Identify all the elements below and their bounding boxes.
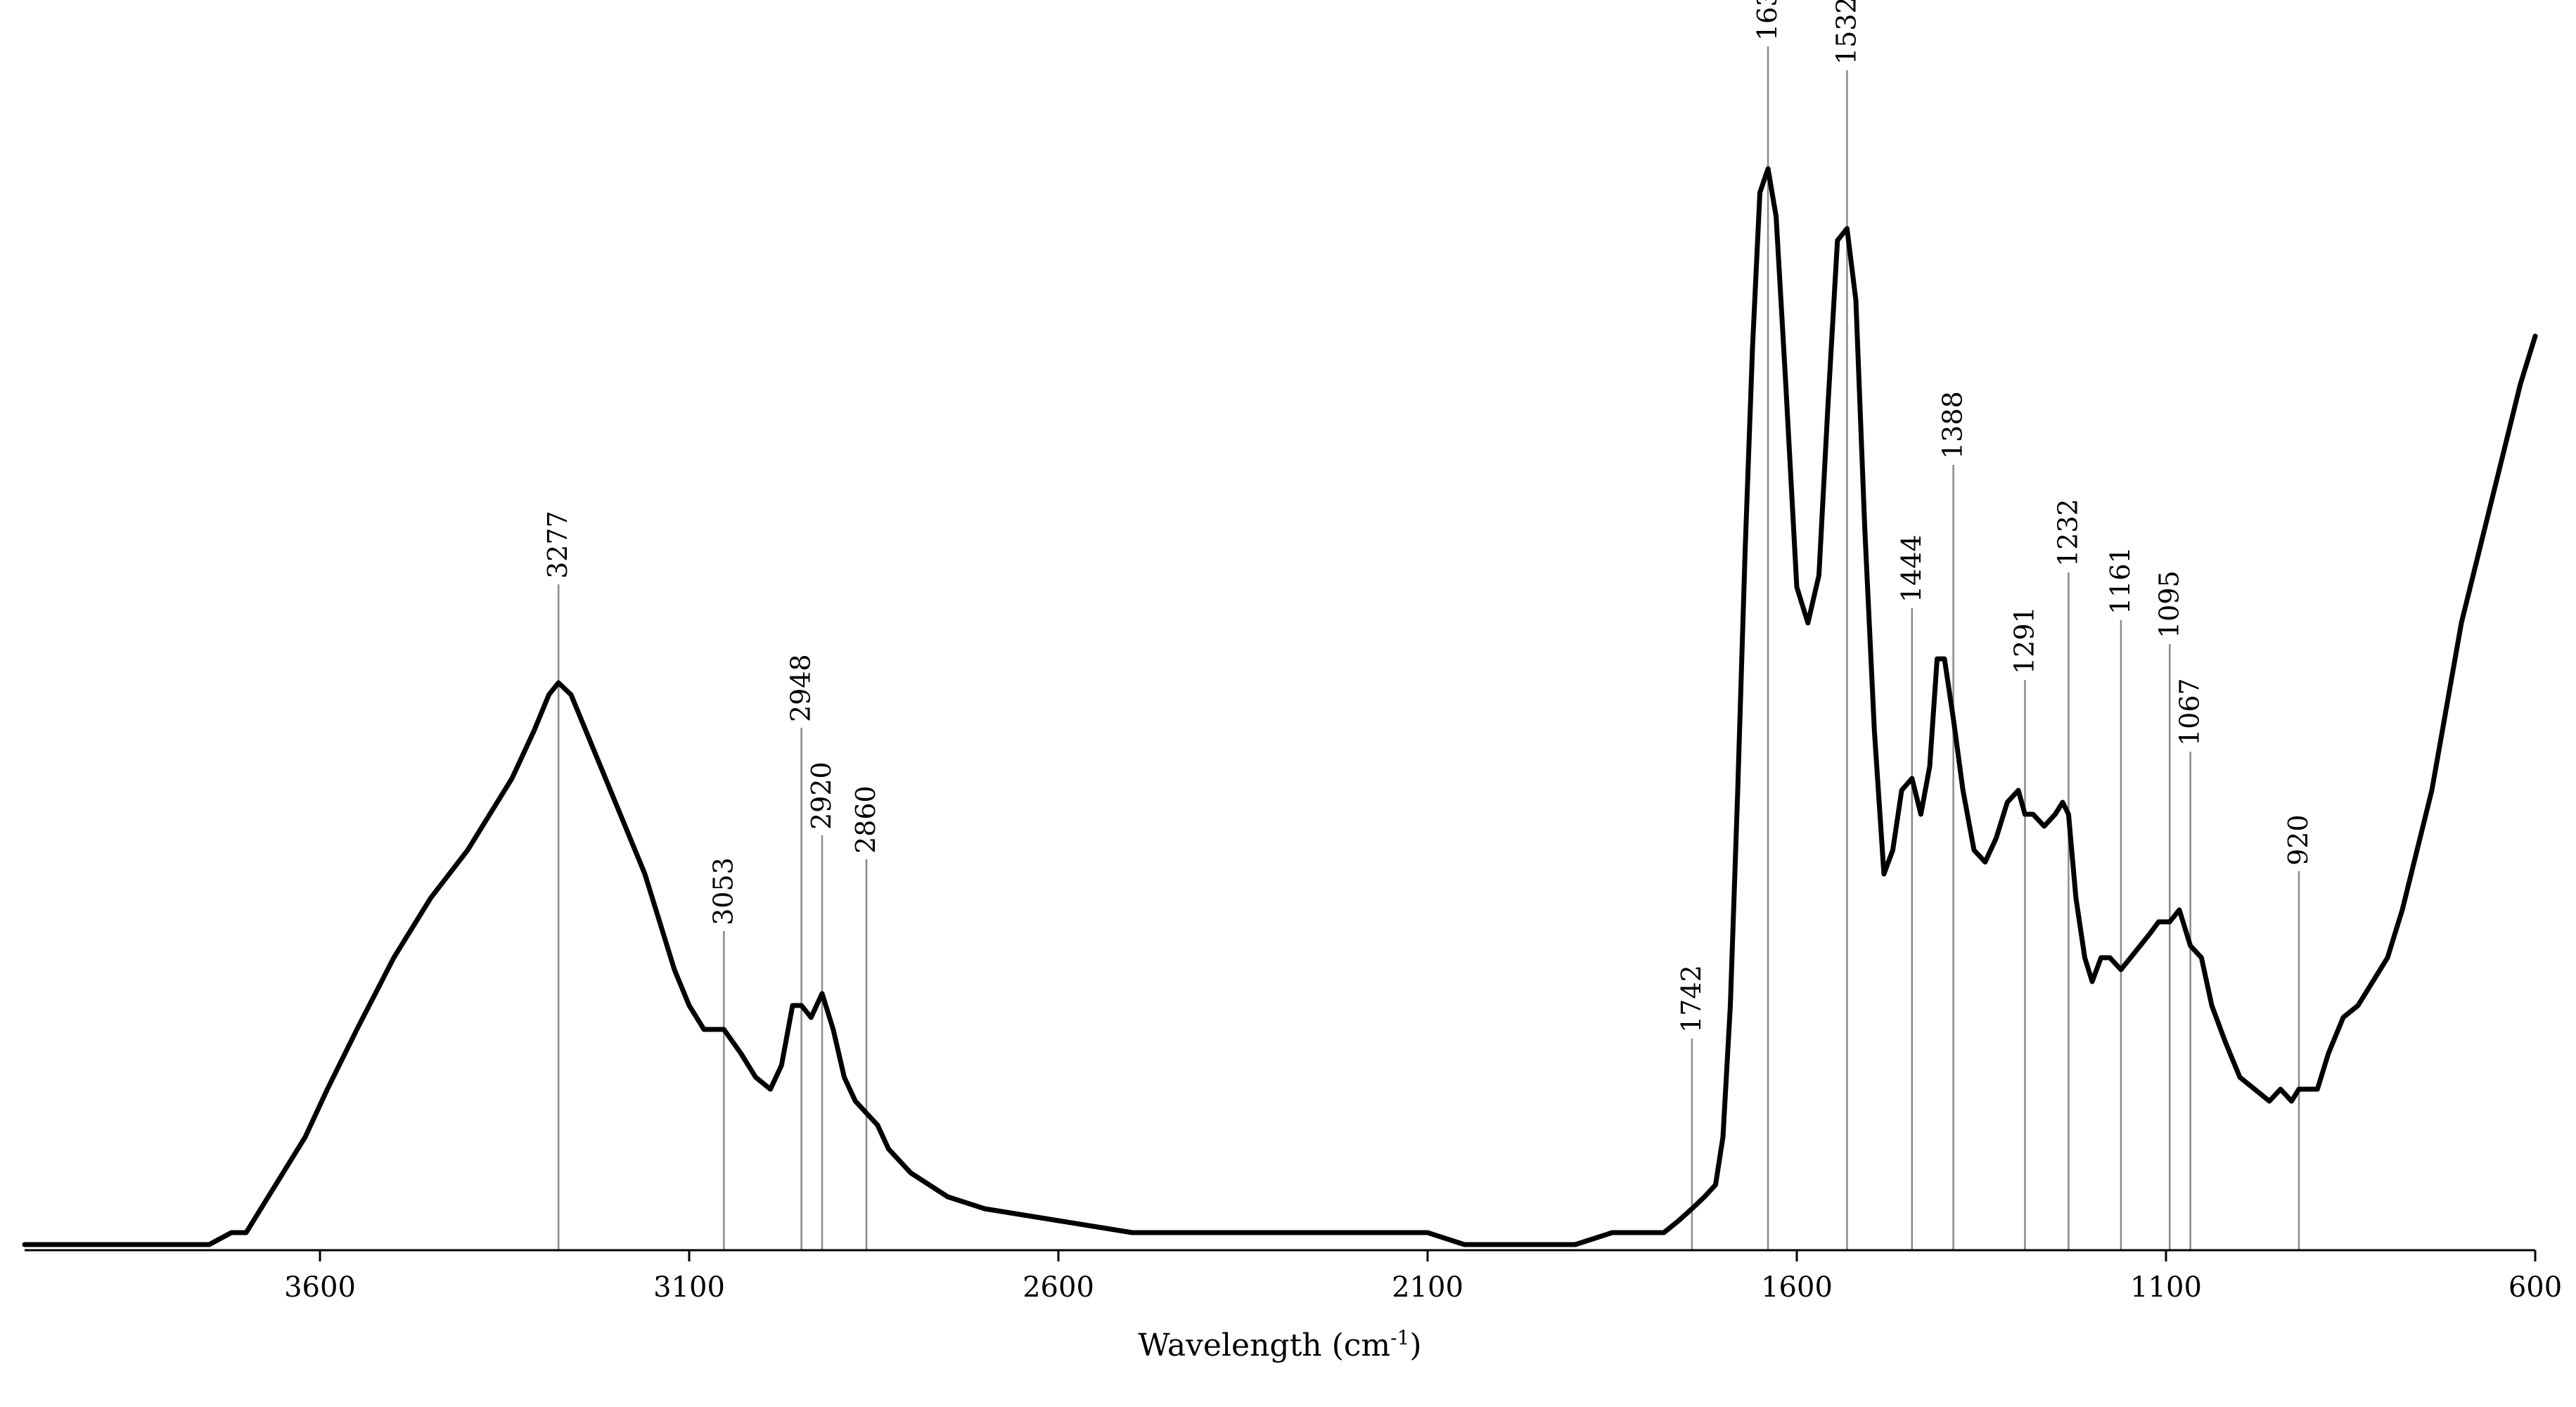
x-axis-ticks: 3600 3100 2600 2100 1600 1100 600: [284, 1250, 2562, 1304]
peak-label-1742: 1742: [1676, 965, 1707, 1033]
peak-label-1639: 1639: [1752, 0, 1783, 41]
x-axis-title-superscript: -1: [1390, 1326, 1409, 1349]
peak-label-1291: 1291: [2008, 606, 2039, 674]
x-tick-label-1100: 1100: [2130, 1271, 2202, 1304]
peak-label-3053: 3053: [707, 857, 738, 925]
peak-label-3277: 3277: [542, 510, 573, 579]
peak-label-2948: 2948: [786, 654, 816, 722]
peak-label-1388: 1388: [1937, 391, 1968, 459]
x-tick-label-1600: 1600: [1761, 1271, 1833, 1304]
peak-label-1532: 1532: [1831, 0, 1861, 65]
peak-labels: 3277 3053 2948 2920 2860 1742 1639 1532 1444 1388…: [542, 0, 2314, 1033]
peak-label-1067: 1067: [2174, 678, 2205, 746]
peak-label-2860: 2860: [850, 785, 881, 854]
x-axis-title: Wavelength (cm-1): [1138, 1326, 1421, 1364]
x-tick-label-600: 600: [2508, 1271, 2562, 1304]
peak-label-1444: 1444: [1896, 534, 1927, 603]
x-axis-title-main: Wavelength (cm: [1138, 1328, 1390, 1363]
peak-label-920: 920: [2283, 814, 2314, 866]
x-tick-label-2600: 2600: [1023, 1271, 1094, 1304]
x-tick-label-3100: 3100: [653, 1271, 725, 1304]
peak-label-1161: 1161: [2105, 546, 2136, 615]
peak-label-2920: 2920: [806, 762, 837, 830]
spectrum-line: [22, 166, 2538, 1247]
x-axis-title-close: ): [1409, 1328, 1421, 1363]
spectrum-series: [22, 166, 2538, 1247]
peak-label-1095: 1095: [2153, 570, 2184, 638]
x-tick-label-3600: 3600: [284, 1271, 356, 1304]
peak-label-1232: 1232: [2052, 499, 2083, 567]
peak-marker-lines: [557, 46, 2300, 1250]
x-tick-label-2100: 2100: [1392, 1271, 1463, 1304]
